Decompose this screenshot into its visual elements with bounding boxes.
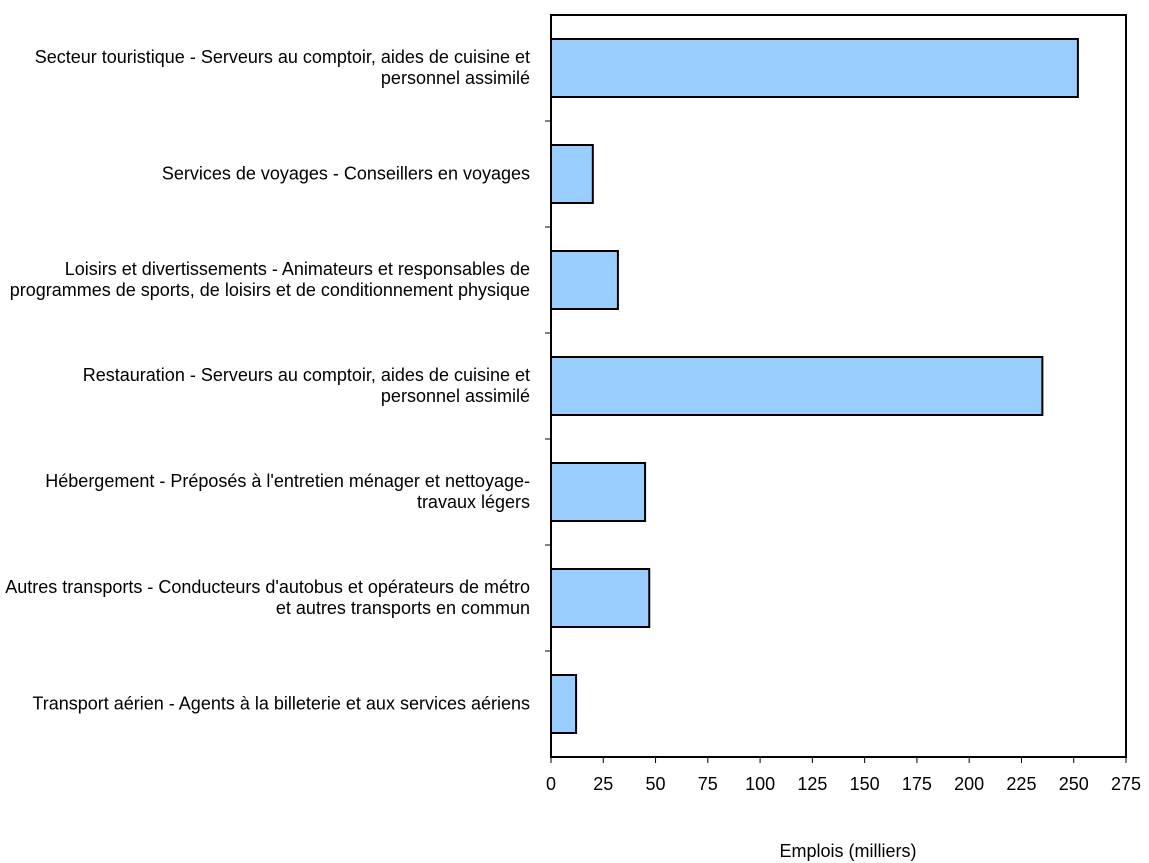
- plot-frame: [550, 14, 1127, 758]
- x-tick-label: 275: [1111, 774, 1141, 794]
- bar: [550, 568, 651, 628]
- x-tick-label: 100: [745, 774, 775, 794]
- x-tick-label: 200: [954, 774, 984, 794]
- y-tick-label: Secteur touristique - Serveurs au compto…: [34, 47, 530, 88]
- y-tick-label: Hébergement - Préposés à l'entretien mén…: [45, 471, 530, 512]
- bar: [550, 38, 1079, 98]
- y-tick-label: Restauration - Serveurs au comptoir, aid…: [82, 365, 530, 406]
- x-tick-label: 125: [797, 774, 827, 794]
- bar: [550, 250, 619, 310]
- x-tick-label: 150: [850, 774, 880, 794]
- y-tick-label: Services de voyages - Conseillers en voy…: [161, 163, 530, 184]
- y-tick-label: Loisirs et divertissements - Animateurs …: [9, 259, 530, 300]
- x-tick-label: 50: [646, 774, 666, 794]
- bar: [550, 462, 647, 522]
- x-tick-label: 0: [546, 774, 556, 794]
- bar: [550, 674, 578, 734]
- x-tick-label: 25: [593, 774, 613, 794]
- x-tick-label: 250: [1059, 774, 1089, 794]
- bar: [550, 144, 594, 204]
- x-tick-label: 225: [1006, 774, 1036, 794]
- y-tick-label: Transport aérien - Agents à la billeteri…: [32, 693, 530, 714]
- y-tick-label: Autres transports - Conducteurs d'autobu…: [5, 577, 530, 618]
- x-tick-label: 75: [698, 774, 718, 794]
- bar: [550, 356, 1044, 416]
- x-tick-label: 175: [902, 774, 932, 794]
- x-axis-title: Emplois (milliers): [779, 841, 916, 861]
